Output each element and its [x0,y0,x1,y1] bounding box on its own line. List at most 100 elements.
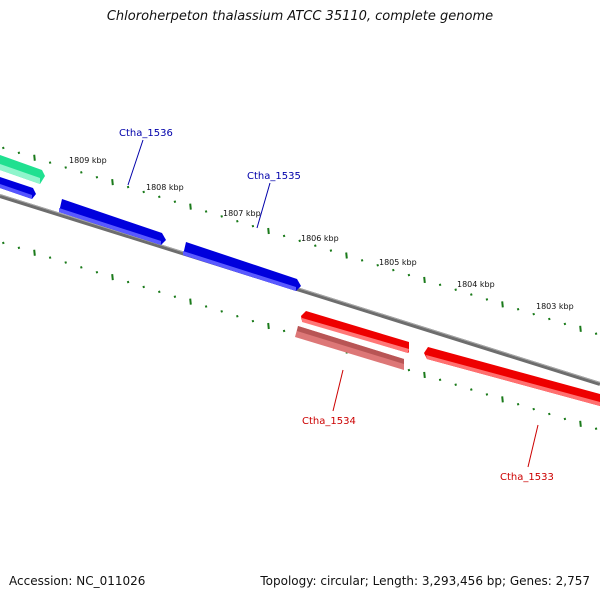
ruler-minor-tick [48,161,52,164]
ruler-major-tick [33,249,36,256]
accession-text: Accession: NC_011026 [9,574,146,588]
ruler-minor-tick [282,329,286,333]
ruler-minor-tick [438,283,442,287]
ruler-minor-tick [454,383,457,386]
ruler-minor-tick [142,190,145,194]
outer-tick-ruler [2,146,598,335]
ruler-major-tick [111,179,114,186]
ruler-minor-tick [563,322,567,326]
page-title: Chloroherpeton thalassium ATCC 35110, co… [106,9,494,24]
ruler-minor-tick [454,288,457,291]
ruler-tick-label: 1806 kbp [301,234,339,243]
ruler-major-tick [267,322,270,330]
ruler-minor-tick [251,319,255,323]
ruler-minor-tick [485,393,489,396]
ruler-minor-tick [532,312,535,316]
ruler-major-tick [189,298,192,305]
gene-label-ctha-1536[interactable]: Ctha_1536 [119,128,173,139]
ruler-minor-tick [548,412,551,416]
ruler-tick-label: 1804 kbp [457,280,495,289]
ruler-minor-tick [282,234,286,238]
ruler-minor-tick [298,239,301,243]
ruler-minor-tick [80,171,83,174]
ruler-minor-tick [142,285,145,289]
ruler-minor-tick [64,261,67,264]
ruler-minor-tick [314,244,317,247]
ruler-major-tick [501,301,504,308]
leader-line-ctha-1533 [527,424,539,468]
gene-other-partial[interactable] [0,155,45,184]
ruler-tick-label: 1809 kbp [69,156,107,165]
gene-label-ctha-1534[interactable]: Ctha_1534 [302,416,356,427]
gene-ctha-1536[interactable] [59,199,166,245]
ruler-tick-label: 1805 kbp [379,258,417,267]
ruler-minor-tick [126,280,130,284]
genome-summary-text: Topology: circular; Length: 3,293,456 bp… [260,574,590,588]
leader-line-ctha-1535 [256,182,271,229]
ruler-major-tick [267,227,270,235]
ruler-major-tick [189,203,192,210]
gene-label-ctha-1533[interactable]: Ctha_1533 [500,472,554,483]
ruler-minor-tick [594,332,598,335]
ruler-tick-label: 1803 kbp [536,302,574,311]
ruler-major-tick [501,396,504,403]
ruler-minor-tick [220,310,223,313]
ruler-minor-tick [204,210,208,213]
ruler-minor-tick [17,151,21,155]
ruler-minor-tick [532,407,535,411]
ruler-minor-tick [392,268,395,272]
ruler-major-tick [423,371,426,379]
ruler-minor-tick [407,368,411,372]
ruler-major-tick [579,325,582,332]
ruler-minor-tick [95,270,99,274]
ruler-major-tick [345,252,348,259]
ruler-minor-tick [236,219,239,223]
ruler-minor-tick [360,259,364,262]
ruler-minor-tick [173,200,177,203]
ruler-minor-tick [173,295,177,298]
ruler-minor-tick [48,256,52,259]
ruler-minor-tick [95,175,99,179]
ruler-minor-tick [548,317,551,321]
ruler-minor-tick [438,378,442,382]
ruler-minor-tick [220,215,223,218]
gene-label-ctha-1535[interactable]: Ctha_1535 [247,171,301,182]
ruler-minor-tick [594,427,598,430]
gene-ctha-1534-pseudo[interactable] [295,326,404,370]
ruler-major-tick [579,420,582,427]
ruler-tick-label: 1808 kbp [146,183,184,192]
ruler-major-tick [111,274,114,281]
ruler-minor-tick [64,166,67,169]
gene-ctha-1534[interactable] [301,311,409,353]
ruler-tick-label: 1807 kbp [223,209,261,218]
ruler-minor-tick [251,224,255,228]
ruler-minor-tick [470,388,473,391]
ruler-minor-tick [204,305,208,308]
ruler-minor-tick [376,263,379,267]
ruler-minor-tick [2,146,5,150]
ruler-minor-tick [563,417,567,421]
genome-backbone-highlight [0,194,600,383]
ruler-major-tick [423,276,426,284]
genome-backbone [0,194,600,386]
ruler-minor-tick [485,298,489,301]
leader-line-ctha-1536 [127,139,144,186]
ruler-minor-tick [17,246,21,250]
ruler-minor-tick [516,402,520,406]
ruler-minor-tick [80,266,83,269]
gene-ctha-1533[interactable] [424,347,600,406]
gene-ctha-1537-partial[interactable] [0,177,36,199]
ruler-minor-tick [236,314,239,318]
ruler-minor-tick [2,241,5,245]
ruler-minor-tick [407,273,411,277]
ruler-minor-tick [158,195,161,199]
ruler-minor-tick [516,307,520,311]
gene-ctha-1535[interactable] [183,242,301,291]
ruler-minor-tick [158,290,161,294]
ruler-minor-tick [126,185,130,189]
ruler-minor-tick [329,249,333,252]
ruler-minor-tick [470,293,473,296]
leader-line-ctha-1534 [332,369,344,412]
ruler-major-tick [33,154,36,161]
